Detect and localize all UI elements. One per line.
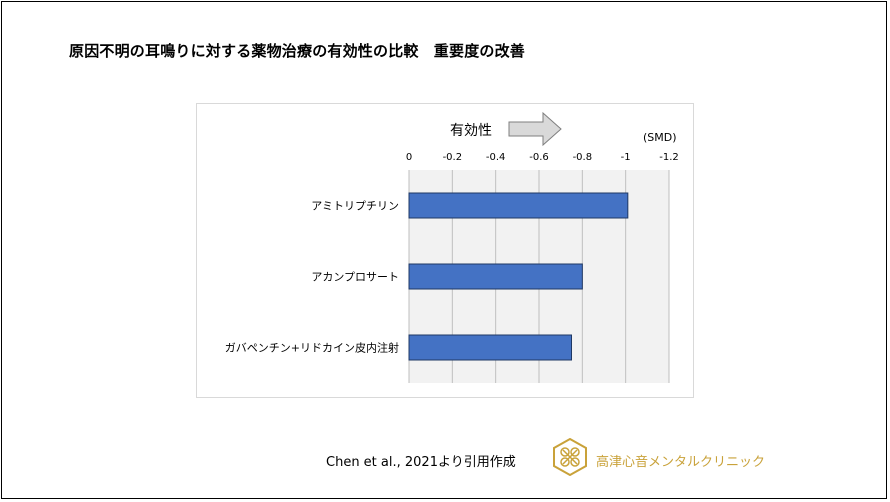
- bar: [408, 334, 572, 361]
- slide-title: 原因不明の耳鳴りに対する薬物治療の有効性の比較 重要度の改善: [69, 42, 526, 60]
- x-tick-label: -0.4: [486, 152, 506, 163]
- unit-label: (SMD): [643, 131, 677, 144]
- category-label: アミトリプチリン: [311, 200, 399, 213]
- clinic-name: 高津心音メンタルクリニック: [596, 455, 766, 470]
- bars: [408, 192, 629, 361]
- category-label: ガバペンチン+リドカイン皮内注射: [225, 341, 399, 355]
- x-tick-label: -0.8: [573, 152, 593, 163]
- source-citation: Chen et al., 2021より引用作成: [326, 455, 516, 470]
- x-tick-label: -0.6: [529, 152, 549, 163]
- x-tick-label: -1: [621, 152, 631, 163]
- bar: [408, 263, 583, 290]
- category-label: アカンプロサート: [311, 271, 399, 284]
- effectiveness-annotation: 有効性: [450, 123, 492, 139]
- x-tick-labels: 0 -0.2 -0.4 -0.6 -0.8 -1 -1.2: [406, 152, 679, 163]
- clinic-logo-icon: [553, 438, 587, 476]
- x-tick-label: -0.2: [443, 152, 463, 163]
- effectiveness-arrow-icon: [508, 111, 562, 147]
- x-tick-label: 0: [406, 152, 412, 163]
- x-tick-label: -1.2: [659, 152, 679, 163]
- bar: [408, 192, 629, 219]
